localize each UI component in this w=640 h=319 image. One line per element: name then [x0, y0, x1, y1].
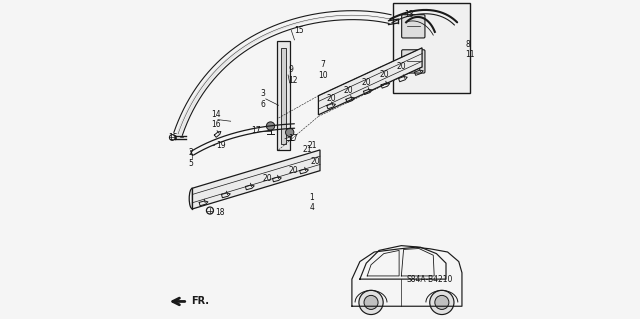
- Polygon shape: [277, 41, 290, 150]
- Text: 20: 20: [326, 94, 336, 103]
- Text: 20: 20: [288, 166, 298, 175]
- Polygon shape: [193, 150, 320, 209]
- Text: 19: 19: [216, 141, 226, 150]
- Text: 9
12: 9 12: [288, 65, 298, 85]
- Text: 20: 20: [344, 86, 353, 95]
- Circle shape: [429, 290, 454, 315]
- Text: 20: 20: [362, 78, 371, 87]
- Text: 14
16: 14 16: [211, 110, 221, 129]
- Text: S84A-B4210: S84A-B4210: [406, 275, 452, 284]
- Text: 8
11: 8 11: [465, 40, 475, 59]
- Text: 2
5: 2 5: [188, 148, 193, 167]
- Text: 15: 15: [168, 133, 178, 142]
- Text: 20: 20: [310, 157, 320, 166]
- Text: FR.: FR.: [191, 296, 209, 307]
- Text: 21: 21: [303, 145, 312, 154]
- Polygon shape: [394, 3, 470, 93]
- Text: 20: 20: [262, 174, 272, 183]
- Circle shape: [266, 122, 275, 130]
- Text: 1
4: 1 4: [310, 193, 314, 212]
- Text: 20: 20: [397, 63, 406, 71]
- Circle shape: [435, 295, 449, 309]
- Polygon shape: [319, 48, 422, 115]
- Text: 21: 21: [307, 141, 317, 150]
- Circle shape: [359, 290, 383, 315]
- Circle shape: [285, 128, 294, 137]
- Text: 7
10: 7 10: [318, 61, 328, 80]
- Circle shape: [364, 295, 378, 309]
- Text: 17: 17: [288, 134, 298, 143]
- FancyBboxPatch shape: [402, 50, 425, 73]
- FancyBboxPatch shape: [402, 15, 425, 38]
- Text: 20: 20: [379, 70, 388, 79]
- Text: 3
6: 3 6: [260, 89, 265, 108]
- Text: 15: 15: [294, 26, 304, 35]
- Text: 18: 18: [215, 208, 224, 217]
- Polygon shape: [281, 48, 285, 144]
- Text: 17: 17: [252, 126, 261, 135]
- Text: 13: 13: [404, 10, 414, 19]
